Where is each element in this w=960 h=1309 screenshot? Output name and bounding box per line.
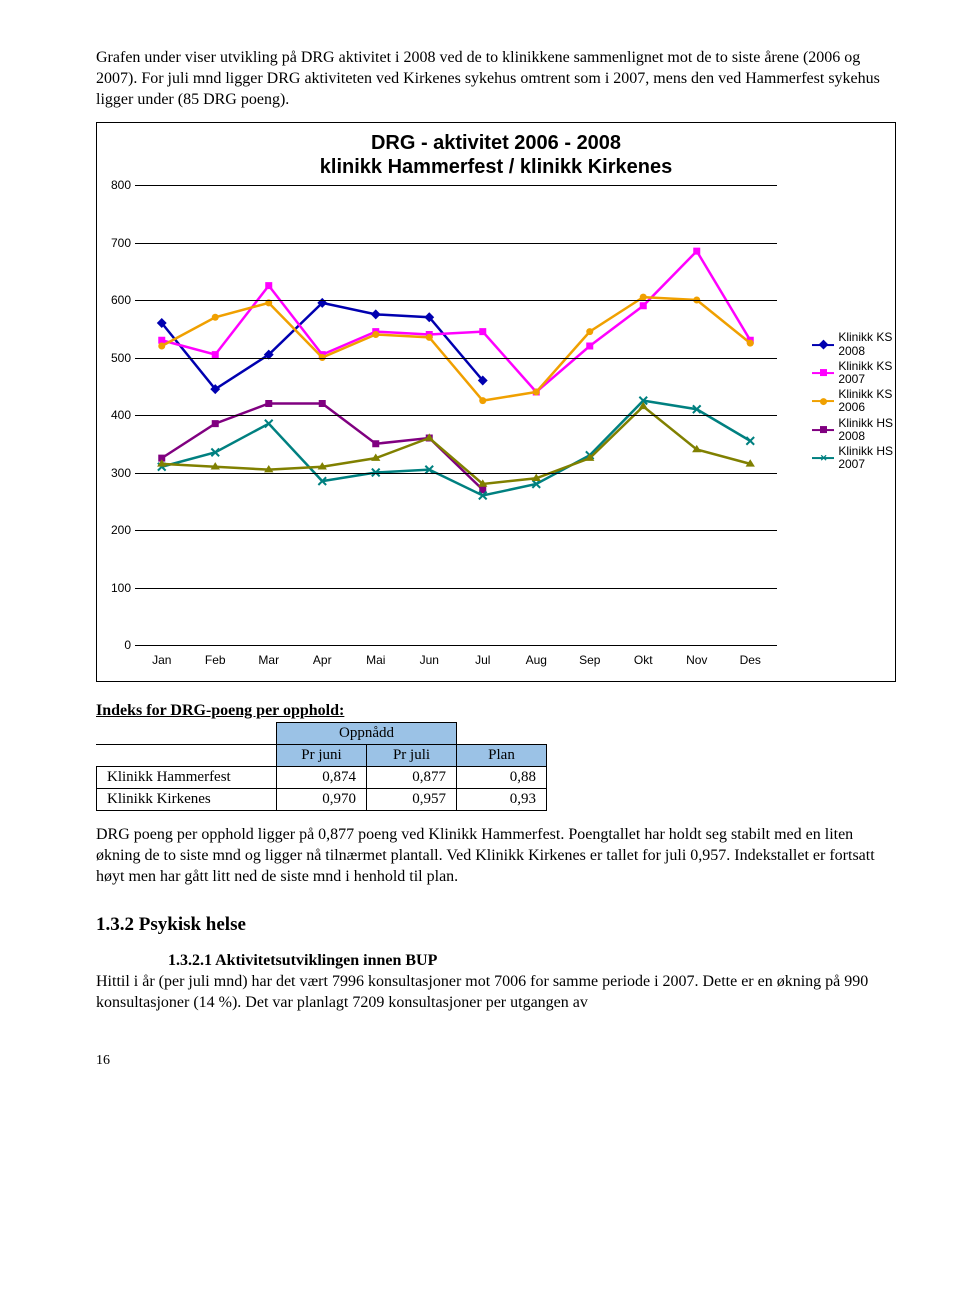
chart-legend: Klinikk KS2008Klinikk KS2007Klinikk KS20… xyxy=(812,331,893,473)
chart-plot-area: JanFebMarAprMaiJunJulAugSepOktNovDes 010… xyxy=(135,185,777,645)
chart-x-axis: JanFebMarAprMaiJunJulAugSepOktNovDes xyxy=(135,653,777,667)
body-paragraph: DRG poeng per opphold ligger på 0,877 po… xyxy=(96,825,896,887)
table-caption: Indeks for DRG-poeng per opphold: xyxy=(96,702,896,720)
body-paragraph: Hittil i år (per juli mnd) har det vært … xyxy=(96,972,896,1014)
drg-index-table: Oppnådd Pr juni Pr juli Plan Klinikk Ham… xyxy=(96,722,547,811)
table-row: Klinikk Hammerfest 0,874 0,877 0,88 xyxy=(97,767,547,789)
section-heading-132: 1.3.2 Psykisk helse xyxy=(96,914,896,936)
drg-chart-frame: DRG - aktivitet 2006 - 2008 klinikk Hamm… xyxy=(96,122,896,682)
page-number: 16 xyxy=(96,1053,896,1069)
chart-title: DRG - aktivitet 2006 - 2008 klinikk Hamm… xyxy=(105,131,887,179)
table-row: Klinikk Kirkenes 0,970 0,957 0,93 xyxy=(97,789,547,811)
table-header-oppnadd: Oppnådd xyxy=(277,723,457,745)
section-heading-1321: 1.3.2.1 Aktivitetsutviklingen innen BUP xyxy=(168,952,896,970)
intro-paragraph: Grafen under viser utvikling på DRG akti… xyxy=(96,48,896,110)
